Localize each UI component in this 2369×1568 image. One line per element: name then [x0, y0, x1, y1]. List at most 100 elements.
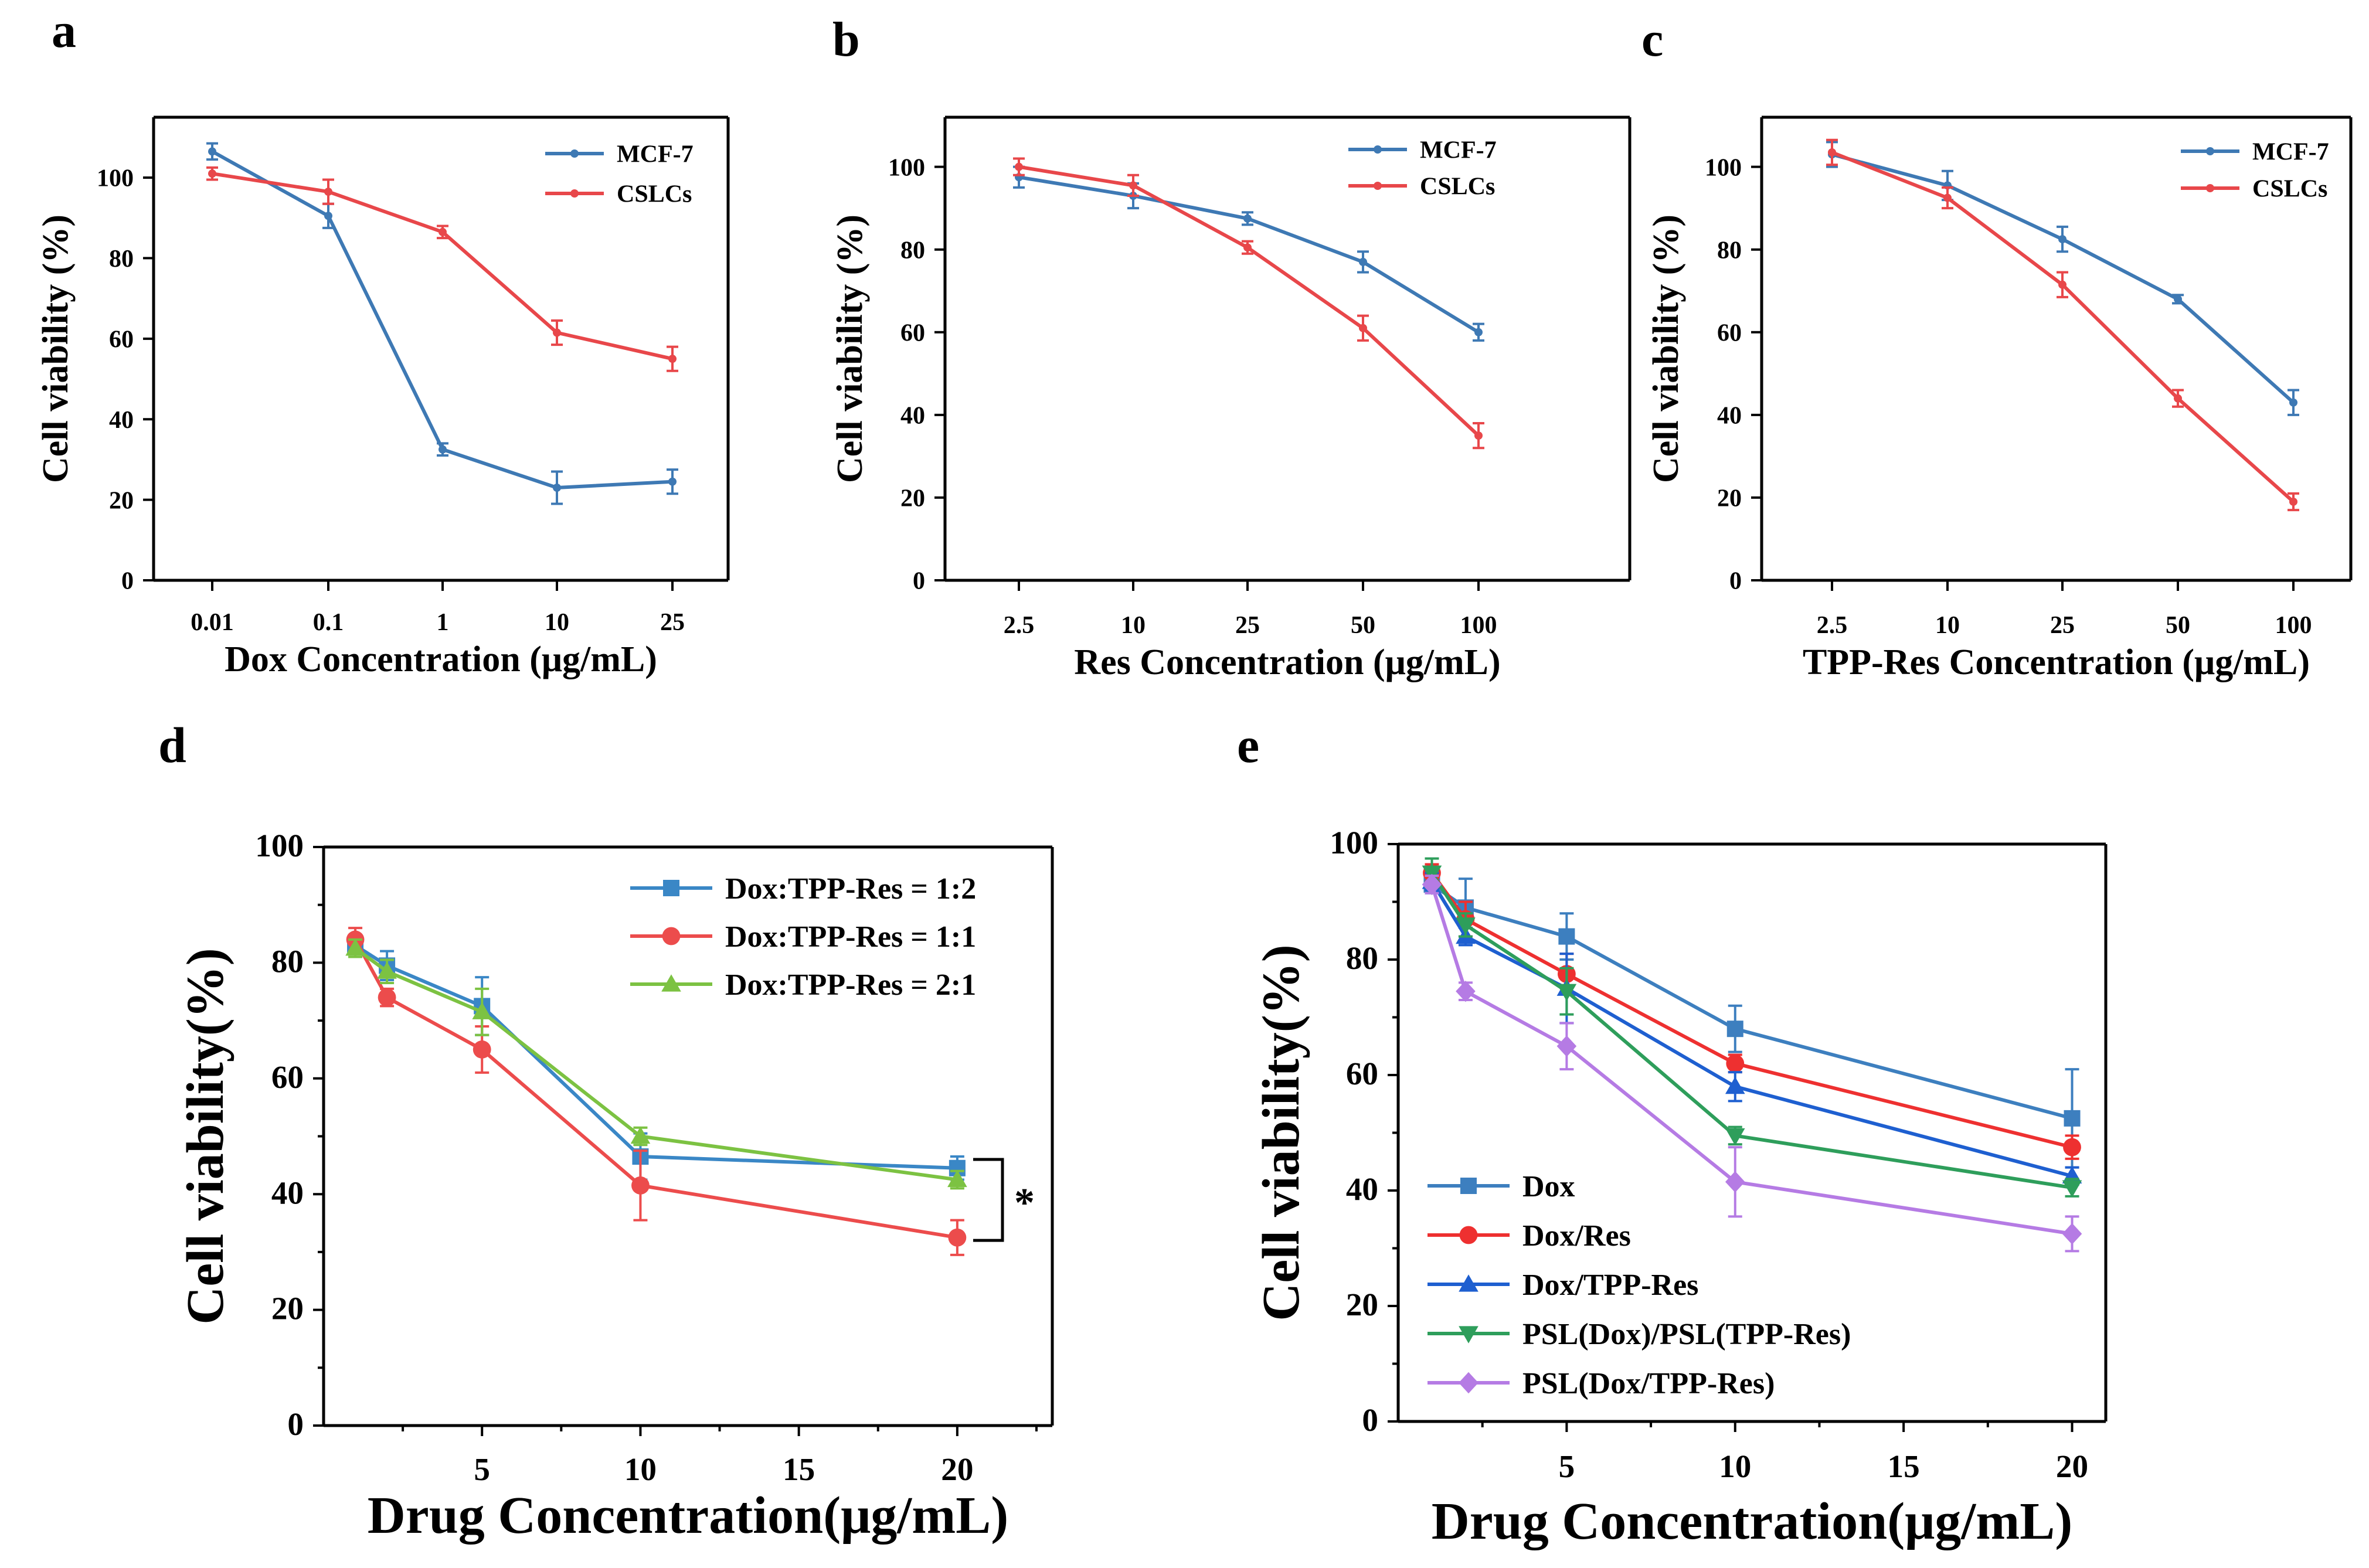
legend-label: MCF-7	[2252, 139, 2329, 166]
legend-label: MCF-7	[617, 141, 694, 168]
data-point	[2289, 398, 2297, 407]
x-tick-label: 5	[474, 1451, 490, 1487]
x-tick-label: 10	[1719, 1448, 1751, 1484]
data-point	[553, 484, 561, 492]
chart-panel-e: e 0 20 40 60 80 100 5 10 15 20 Drug Concentration(μ…	[1237, 717, 2108, 1550]
legend: Dox Dox/Res Dox/TPP-Res PSL(Dox)/PSL(TPP-Re…	[1427, 1170, 1851, 1400]
legend-marker	[1459, 1226, 1478, 1244]
series-CSLCs	[1826, 138, 2299, 512]
legend-marker	[1459, 1274, 1478, 1292]
x-tick-label: 15	[783, 1451, 815, 1487]
y-tick-label: 60	[1717, 319, 1742, 346]
data-point	[473, 1040, 491, 1059]
x-tick-label: 10	[624, 1451, 657, 1487]
x-tick-label: 100	[1460, 612, 1497, 639]
series-line	[212, 172, 673, 361]
data-point	[2062, 1180, 2082, 1198]
chart-panel-b: b 0 20 40 60 80 100 2.5 10 25 50 100 Res Concentrati…	[830, 12, 1632, 682]
panel-label-e: e	[1237, 717, 1259, 773]
y-tick-label: 20	[1717, 485, 1742, 512]
data-point	[1359, 257, 1367, 266]
legend-label: PSL(Dox)/PSL(TPP-Res)	[1522, 1318, 1851, 1351]
y-tick-label: 40	[1717, 403, 1742, 430]
series-Dox/Res	[1423, 863, 2081, 1160]
x-tick-label: 0.1	[313, 609, 344, 636]
y-tick-label: 80	[900, 237, 925, 264]
x-tick-label: 10	[1935, 612, 1960, 639]
x-axis-label: Drug Concentration(μg/mL)	[368, 1487, 1008, 1545]
series-line	[1831, 151, 2295, 504]
bracket-line	[973, 1158, 1004, 1242]
data-point	[1558, 928, 1575, 945]
legend-label: MCF-7	[1420, 137, 1497, 164]
x-tick-label: 5	[1559, 1448, 1575, 1484]
data-point	[631, 1176, 650, 1195]
series-PSL(Dox/TPP-Res)	[1422, 873, 2082, 1253]
y-tick-label: 20	[109, 487, 134, 514]
data-point	[1726, 1054, 1745, 1073]
x-axis-label: Drug Concentration(μg/mL)	[1432, 1492, 2072, 1550]
data-point	[1243, 243, 1252, 252]
legend-marker	[1374, 145, 1382, 154]
y-tick-label: 100	[97, 165, 134, 192]
y-tick-label: 40	[109, 407, 134, 434]
data-point	[2063, 1138, 2081, 1157]
y-tick-label: 80	[109, 246, 134, 273]
legend-label: CSLCs	[617, 181, 692, 208]
x-tick-label: 10	[545, 609, 569, 636]
y-tick-label: 60	[271, 1059, 304, 1095]
data-point	[1474, 431, 1483, 440]
series-line	[211, 149, 673, 490]
y-tick-label: 60	[1346, 1056, 1378, 1091]
x-tick-label: 100	[2275, 612, 2312, 639]
panel-label-b: b	[832, 12, 860, 67]
series-Dox:TPP-Res = 1:1	[346, 927, 967, 1256]
series-CSLCs	[1013, 157, 1484, 450]
panel-label-c: c	[1641, 12, 1663, 67]
data-point	[2058, 235, 2066, 244]
data-point	[1556, 1035, 1577, 1057]
data-point	[947, 1169, 967, 1188]
data-point	[1943, 193, 1952, 202]
y-tick-label: 100	[1705, 154, 1742, 181]
data-point	[2174, 295, 2182, 304]
y-tick-label: 100	[1330, 825, 1378, 860]
data-point	[377, 961, 397, 979]
y-axis-label: Cell viability (%)	[36, 215, 76, 483]
y-axis-label: Cell viability (%)	[830, 215, 870, 483]
legend: MCF-7 CSLCs	[2181, 139, 2329, 203]
legend-marker	[662, 927, 681, 945]
data-point	[1725, 1128, 1745, 1146]
x-tick-label: 25	[2050, 612, 2075, 639]
y-tick-label: 40	[900, 403, 925, 430]
data-point	[439, 445, 447, 454]
y-tick-label: 100	[255, 828, 304, 863]
legend-marker	[1374, 182, 1382, 190]
legend: MCF-7 CSLCs	[545, 141, 694, 208]
data-point	[1456, 980, 1476, 1002]
significance-bracket: *	[973, 1158, 1035, 1242]
y-tick-label: 60	[900, 319, 925, 346]
x-tick-label: 50	[2166, 612, 2190, 639]
x-tick-label: 25	[660, 609, 685, 636]
legend-label: Dox:TPP-Res = 2:1	[725, 968, 976, 1002]
legend-marker	[2206, 147, 2214, 155]
data-point	[2062, 1223, 2082, 1245]
data-point	[345, 938, 365, 956]
data-point	[1359, 324, 1367, 332]
data-point	[378, 988, 396, 1007]
data-point	[2289, 497, 2297, 506]
y-tick-label: 0	[1729, 568, 1742, 595]
legend: MCF-7 CSLCs	[1348, 137, 1497, 200]
legend: Dox:TPP-Res = 1:2 Dox:TPP-Res = 1:1 Dox:TP…	[630, 872, 976, 1002]
y-tick-label: 100	[888, 154, 925, 181]
series-line	[1430, 883, 2073, 1120]
series-PSL(Dox)/PSL(TPP-Res)	[1422, 857, 2082, 1198]
data-point	[208, 169, 216, 178]
legend-label: Dox:TPP-Res = 1:1	[725, 920, 976, 954]
data-point	[1474, 328, 1483, 336]
x-tick-label: 1	[437, 609, 449, 636]
data-point	[630, 1126, 651, 1144]
